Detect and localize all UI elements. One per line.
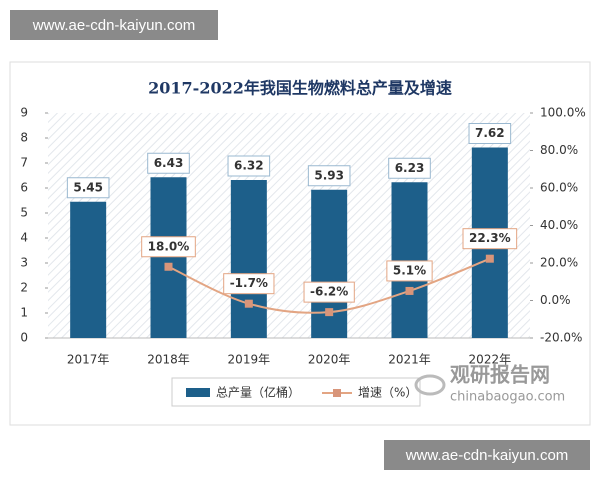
y-tick-label: 1 <box>20 306 28 320</box>
chart-title: 2017-2022年我国生物燃料总产量及增速 <box>148 79 452 98</box>
data-label: 5.93 <box>314 168 344 182</box>
bar <box>230 180 267 338</box>
data-label: 6.43 <box>154 156 184 170</box>
line-marker <box>325 308 334 317</box>
y-tick-label: 3 <box>20 256 28 270</box>
x-tick-label: 2021年 <box>388 353 431 367</box>
x-tick-label: 2018年 <box>147 353 190 367</box>
data-label-box <box>468 123 512 144</box>
plot-background <box>48 113 530 338</box>
y2-tick-label: 60.0% <box>540 181 578 195</box>
y2-tick-label: -20.0% <box>540 331 582 345</box>
y-tick-label: 2 <box>20 281 28 295</box>
y2-tick-label: 80.0% <box>540 143 578 157</box>
watermark: www.ae-cdn-kaiyun.com <box>32 17 196 34</box>
legend-swatch <box>333 389 341 397</box>
data-label-box <box>388 157 431 179</box>
logo-url: chinabaogao.com <box>450 390 565 405</box>
data-label: 6.23 <box>395 161 425 175</box>
watermark-box <box>384 440 590 470</box>
data-label: 5.1% <box>393 263 426 277</box>
data-label-box <box>223 273 275 295</box>
line-marker <box>485 254 494 263</box>
x-tick-label: 2022年 <box>469 353 512 367</box>
x-tick-label: 2017年 <box>67 353 110 367</box>
x-tick-label: 2020年 <box>308 353 351 367</box>
logo-icon <box>414 374 446 396</box>
bar <box>391 182 428 338</box>
y2-tick-label: 40.0% <box>540 218 578 232</box>
data-label: 22.3% <box>469 231 511 245</box>
data-label-box <box>307 165 351 187</box>
legend-label: 增速（%） <box>358 386 417 400</box>
data-label-box <box>386 260 433 282</box>
y2-tick-label: 20.0% <box>540 256 578 270</box>
y-tick-label: 0 <box>20 331 28 345</box>
y2-tick-label: 100.0% <box>540 106 586 120</box>
y-tick-label: 4 <box>20 231 28 245</box>
y-tick-label: 8 <box>20 131 28 145</box>
line-marker <box>405 286 414 295</box>
bar <box>150 177 187 338</box>
legend-label: 总产量（亿桶） <box>216 385 300 400</box>
watermark: www.ae-cdn-kaiyun.com <box>405 447 569 464</box>
data-label: 18.0% <box>148 239 190 253</box>
line-marker <box>164 262 173 271</box>
y-tick-label: 9 <box>20 106 28 120</box>
data-label: 5.45 <box>73 180 103 194</box>
data-label-box <box>462 228 518 250</box>
data-label-box <box>303 281 355 303</box>
data-label-box <box>141 236 196 258</box>
y-tick-label: 6 <box>20 181 28 195</box>
x-tick-label: 2019年 <box>228 353 271 367</box>
data-label-box <box>147 152 190 174</box>
legend-swatch <box>186 388 210 397</box>
data-label: -1.7% <box>230 276 268 290</box>
data-label: -6.2% <box>310 285 348 299</box>
logo-name: 观研报告网 <box>450 363 550 387</box>
data-label: 7.62 <box>475 126 505 140</box>
bar <box>70 201 107 338</box>
data-label: 6.32 <box>234 159 264 173</box>
watermark-box <box>10 10 218 40</box>
data-label-box <box>66 177 110 199</box>
y-tick-label: 7 <box>20 156 28 170</box>
y2-tick-label: 0.0% <box>540 293 571 307</box>
line-marker <box>244 299 253 308</box>
y-tick-label: 5 <box>20 206 28 220</box>
data-label-box <box>227 155 271 177</box>
